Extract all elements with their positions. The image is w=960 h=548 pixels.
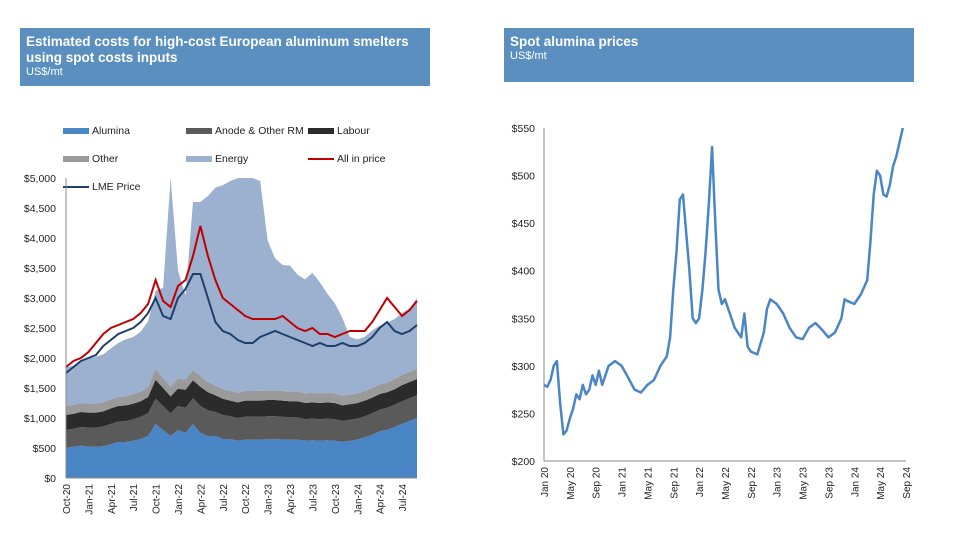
left-x-tick-label: Apr-24 <box>376 484 387 514</box>
left-chart-header: Estimated costs for high-cost European a… <box>20 28 430 86</box>
left-chart-unit: US$/mt <box>26 66 63 78</box>
legend-label: Labour <box>337 125 370 137</box>
left-x-tick-label: Jan-22 <box>174 484 185 515</box>
legend-item-anode: Anode & Other RM <box>186 125 304 137</box>
right-x-tick-label: May 20 <box>566 467 577 500</box>
left-x-tick-label: Oct-21 <box>152 484 163 514</box>
left-x-tick-label: Apr-22 <box>196 484 207 514</box>
left-chart-title: Estimated costs for high-cost European a… <box>26 34 409 65</box>
legend-item-alumina: Alumina <box>63 125 130 137</box>
left-y-tick-label: $2,000 <box>24 353 56 365</box>
right-x-tick-label: Jan 20 <box>540 467 551 497</box>
legend-item-lme-price: LME Price <box>63 181 140 193</box>
right-y-tick-label: $300 <box>512 361 536 373</box>
area-labour <box>66 379 417 430</box>
right-y-tick-label: $250 <box>512 408 536 420</box>
left-x-tick-label: Jul-23 <box>308 484 319 512</box>
left-x-tick-label: Jan-21 <box>84 484 95 515</box>
left-y-tick-label: $4,500 <box>24 203 56 215</box>
legend-item-labour: Labour <box>308 125 370 137</box>
left-y-tick-label: $1,500 <box>24 383 56 395</box>
right-x-tick-label: Jan 23 <box>773 467 784 497</box>
legend-swatch <box>63 156 89 162</box>
legend-swatch <box>63 128 89 134</box>
right-x-tick-label: May 22 <box>721 467 732 500</box>
right-y-tick-label: $350 <box>512 313 536 325</box>
right-chart-title: Spot alumina prices <box>510 34 639 49</box>
legend-item-all-in-price: All in price <box>308 153 385 165</box>
left-y-tick-label: $3,000 <box>24 293 56 305</box>
right-y-tick-label: $200 <box>512 456 536 468</box>
legend-swatch <box>186 128 212 134</box>
line-spot-alumina <box>543 127 905 436</box>
left-y-tick-label: $2,500 <box>24 323 56 335</box>
left-x-tick-label: Apr-21 <box>107 484 118 514</box>
right-x-tick-label: May 21 <box>643 467 654 500</box>
left-y-tick-label: $1,000 <box>24 413 56 425</box>
left-y-tick-label: $5,000 <box>24 173 56 185</box>
left-y-tick-label: $0 <box>44 473 56 485</box>
legend-swatch <box>186 156 212 162</box>
line-all-in-price <box>65 225 418 368</box>
legend-label: Energy <box>215 153 249 165</box>
right-x-tick-label: May 23 <box>799 467 810 500</box>
area-energy <box>66 178 417 406</box>
area-alumina <box>66 418 417 478</box>
legend-label: Other <box>92 153 119 165</box>
legend-label: Alumina <box>92 125 130 137</box>
left-x-tick-label: Jul-21 <box>129 484 140 512</box>
left-x-tick-label: Jan-24 <box>353 484 364 515</box>
legend-item-energy: Energy <box>186 153 248 165</box>
right-x-tick-label: May 24 <box>876 467 887 500</box>
right-chart-unit: US$/mt <box>510 50 547 62</box>
left-x-tick-label: Jul-22 <box>219 484 230 512</box>
right-x-tick-label: Jan 22 <box>695 467 706 497</box>
left-y-tick-label: $500 <box>33 443 57 455</box>
left-x-tick-label: Jul-24 <box>398 484 409 512</box>
left-x-tick-label: Oct-23 <box>331 484 342 514</box>
area-anode-other-rm <box>66 395 417 448</box>
right-y-tick-label: $400 <box>512 266 536 278</box>
line-lme-price <box>65 273 418 374</box>
right-y-tick-label: $550 <box>512 123 536 135</box>
left-x-tick-label: Jan-23 <box>264 484 275 515</box>
legend-label: All in price <box>337 153 386 165</box>
right-x-tick-label: Jan 21 <box>618 467 629 497</box>
left-x-tick-label: Oct-20 <box>62 484 73 514</box>
right-x-tick-label: Sep 24 <box>902 467 913 499</box>
legend-swatch <box>308 128 334 134</box>
legend-item-other: Other <box>63 153 118 165</box>
right-x-tick-label: Sep 20 <box>592 467 603 499</box>
right-y-tick-label: $500 <box>512 171 536 183</box>
left-x-tick-label: Apr-23 <box>286 484 297 514</box>
right-x-tick-label: Sep 22 <box>747 467 758 499</box>
left-y-tick-label: $3,500 <box>24 263 56 275</box>
left-y-tick-label: $4,000 <box>24 233 56 245</box>
right-x-tick-label: Sep 23 <box>824 467 835 499</box>
right-x-tick-label: Sep 21 <box>669 467 680 499</box>
right-y-tick-label: $450 <box>512 218 536 230</box>
right-chart-header: Spot alumina prices US$/mt <box>504 28 914 82</box>
legend-swatch <box>308 158 334 160</box>
legend-swatch <box>63 186 89 188</box>
left-x-tick-label: Oct-22 <box>241 484 252 514</box>
legend-label: LME Price <box>92 181 141 193</box>
legend-label: Anode & Other RM <box>215 125 304 137</box>
right-x-tick-label: Jan 24 <box>850 467 861 497</box>
